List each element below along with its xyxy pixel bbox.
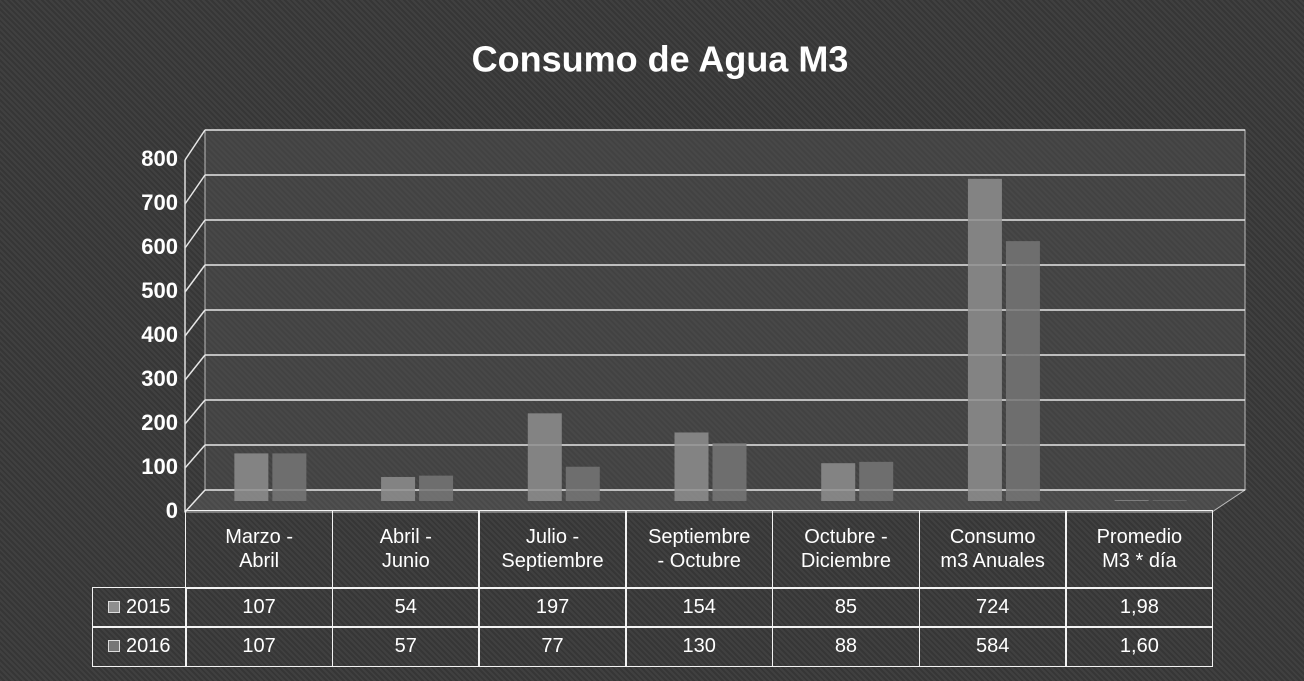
bar	[712, 443, 747, 501]
y-tick-label: 500	[141, 278, 178, 303]
table-header: Octubre - Diciembre	[771, 510, 921, 589]
side-grid-line	[184, 129, 206, 161]
bar	[381, 476, 416, 501]
table-value: 1,98	[1065, 587, 1214, 628]
chart-title: Consumo de Agua M3	[472, 39, 849, 80]
legend-label: 2016	[126, 635, 171, 658]
legend-label: 2015	[126, 596, 171, 619]
table-value: 57	[331, 626, 480, 667]
table-header: Promedio M3 * día	[1065, 510, 1214, 589]
table-value: 107	[185, 626, 334, 667]
y-tick-label: 700	[141, 190, 178, 215]
side-grid-line	[184, 399, 206, 425]
table-value: 130	[625, 626, 774, 667]
bar	[674, 432, 709, 501]
side-grid-line	[184, 354, 206, 381]
bar	[1114, 500, 1149, 501]
bar	[1005, 241, 1040, 501]
table-value: 724	[918, 587, 1067, 628]
bar	[967, 178, 1002, 501]
y-tick-label: 600	[141, 234, 178, 259]
series-label: 2016	[92, 626, 187, 667]
side-grid-line	[184, 174, 206, 205]
table-value: 154	[625, 587, 774, 628]
y-tick-label: 100	[141, 454, 178, 479]
bar	[821, 463, 856, 501]
table-header: Abril - Junio	[331, 510, 480, 589]
series-label: 2015	[92, 587, 187, 628]
bar	[272, 453, 307, 501]
y-tick-label: 0	[166, 498, 178, 523]
table-value: 107	[185, 587, 334, 628]
table-value: 54	[331, 587, 480, 628]
table-value: 77	[478, 626, 627, 667]
table-header: Marzo - Abril	[185, 510, 334, 589]
table-header: Consumo m3 Anuales	[918, 510, 1067, 589]
table-value: 584	[918, 626, 1067, 667]
table-header: Julio - Septiembre	[478, 510, 627, 589]
table-value: 1,60	[1065, 626, 1214, 667]
bar	[1152, 500, 1187, 501]
y-tick-label: 800	[141, 146, 178, 171]
table-header: Septiembre - Octubre	[625, 510, 774, 589]
side-grid-line	[184, 264, 206, 293]
bar	[419, 475, 454, 501]
table-value: 85	[771, 587, 921, 628]
side-grid-line	[184, 219, 206, 249]
table-value: 197	[478, 587, 627, 628]
y-tick-label: 300	[141, 366, 178, 391]
side-grid-line	[184, 489, 206, 513]
bar	[527, 413, 562, 501]
y-tick-label: 200	[141, 410, 178, 435]
y-tick-label: 400	[141, 322, 178, 347]
table-value: 88	[771, 626, 921, 667]
side-grid-line	[184, 309, 206, 337]
bar	[565, 466, 600, 501]
bar	[859, 461, 894, 501]
legend-key	[108, 640, 120, 653]
bar	[234, 453, 269, 501]
side-grid-line	[184, 444, 206, 469]
legend-key	[108, 601, 120, 614]
